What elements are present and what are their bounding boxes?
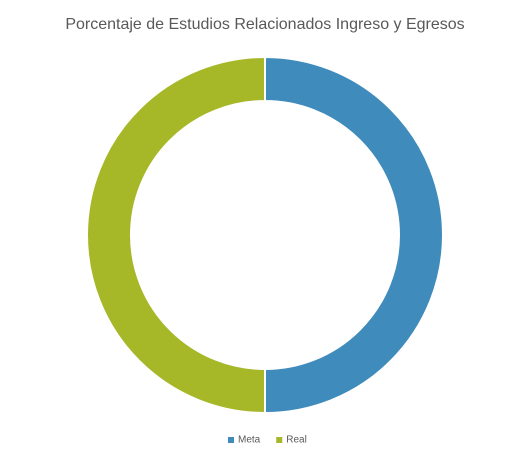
legend-label: Real: [286, 435, 307, 446]
legend-swatch: [228, 437, 234, 443]
legend-label: Meta: [238, 435, 261, 446]
donut: [86, 55, 444, 415]
chart-title: Porcentaje de Estudios Relacionados Ingr…: [65, 16, 464, 33]
donut-slice: [264, 55, 444, 415]
legend-swatch: [276, 437, 283, 443]
legend: Meta Real: [228, 435, 307, 446]
donut-slice: [86, 55, 266, 415]
